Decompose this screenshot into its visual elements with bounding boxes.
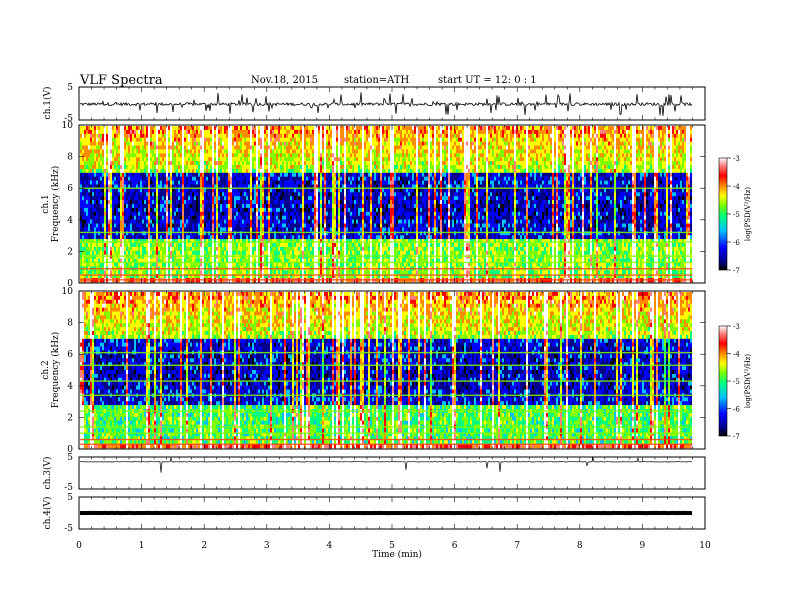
x-tick-label: 10 — [699, 541, 711, 551]
x-tick-label: 7 — [514, 541, 520, 551]
ch4-ytick-bottom: -5 — [64, 524, 73, 534]
frequency-tick-label: 0 — [67, 445, 73, 455]
ch1-colorbar — [718, 157, 728, 271]
x-axis-label: Time (min) — [372, 549, 422, 560]
frequency-tick-label: 6 — [67, 350, 73, 360]
chart-title: VLF Spectra — [80, 73, 163, 88]
ch2-spectrogram-image — [80, 292, 693, 449]
ch1-waveform-line — [79, 92, 693, 116]
frequency-tick-label: 4 — [67, 216, 73, 226]
colorbar-tick-label: -3 — [733, 323, 740, 331]
x-tick-label: 9 — [640, 541, 646, 551]
x-tick-label: 1 — [139, 541, 145, 551]
ch3-waveform-line — [79, 456, 693, 473]
colorbar-tick-label: -6 — [733, 239, 740, 247]
x-tick-label: 2 — [201, 541, 207, 551]
ch1-ylabel-channel: ch.1 — [41, 194, 51, 213]
colorbar-tick-label: -4 — [733, 351, 740, 359]
x-tick-label: 4 — [327, 541, 333, 551]
colorbar-tick-label: -5 — [733, 211, 740, 219]
x-tick-label: 3 — [264, 541, 270, 551]
colorbar-tick-label: -5 — [733, 378, 740, 386]
ch4-waveform-panel: 5 -5 ch.4(V) — [42, 493, 706, 534]
ch1-waveform-panel: 5 -5 ch.1(V) — [42, 83, 706, 124]
frequency-tick-label: 2 — [67, 247, 73, 257]
ch2-ylabel-channel: ch.2 — [41, 360, 51, 379]
time-axis: 0 1 2 3 4 5 6 7 8 9 10 — [76, 541, 711, 551]
colorbar-tick-label: -6 — [733, 406, 740, 414]
x-tick-label: 0 — [76, 541, 82, 551]
ch2-colorbar-label: log(PSD(V²/Hz) — [744, 354, 752, 409]
ch1-ytick-top: 5 — [67, 83, 73, 93]
start-ut-label: start UT = 12: 0 : 1 — [438, 75, 537, 86]
colorbar-tick-label: -7 — [733, 267, 740, 275]
ch3-ytick-bottom: -5 — [64, 483, 73, 493]
frequency-tick-label: 8 — [67, 153, 73, 163]
x-tick-label: 8 — [577, 541, 583, 551]
ch4-ylabel: ch.4(V) — [42, 497, 53, 530]
x-tick-label: 6 — [452, 541, 458, 551]
ch4-ytick-top: 5 — [67, 493, 73, 503]
ch2-colorbar — [718, 325, 728, 437]
ch3-waveform-panel: 5 -5 ch.3(V) — [42, 453, 706, 493]
ch1-colorbar-label: log(PSD(V²/Hz) — [744, 187, 752, 242]
colorbar-tick-label: -3 — [733, 155, 740, 163]
frequency-tick-label: 2 — [67, 413, 73, 423]
time-axis-ticks — [78, 87, 706, 529]
colorbar-tick-label: -4 — [733, 183, 740, 191]
ch1-ytick-bottom: -5 — [64, 114, 73, 124]
date-label: Nov.18, 2015 — [251, 75, 318, 86]
ch2-ylabel-frequency: Frequency (kHz) — [50, 332, 61, 409]
frequency-tick-label: 0 — [67, 279, 73, 289]
frequency-tick-label: 10 — [62, 287, 74, 297]
station-label: station=ATH — [344, 75, 409, 86]
ch3-ytick-top: 5 — [67, 453, 73, 463]
ch1-spectrogram-image — [80, 126, 693, 283]
x-tick-label: 5 — [389, 541, 395, 551]
frequency-tick-label: 6 — [67, 184, 73, 194]
frequency-tick-label: 4 — [67, 382, 73, 392]
ch1-ylabel-frequency: Frequency (kHz) — [50, 166, 61, 243]
ch1-ylabel: ch.1(V) — [42, 87, 53, 120]
frequency-tick-label: 8 — [67, 319, 73, 329]
ch3-ylabel: ch.3(V) — [42, 457, 53, 490]
colorbar-tick-label: -7 — [733, 433, 740, 441]
frequency-tick-label: 10 — [62, 121, 74, 131]
